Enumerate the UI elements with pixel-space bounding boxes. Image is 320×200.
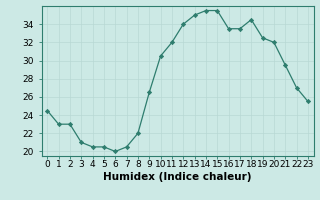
X-axis label: Humidex (Indice chaleur): Humidex (Indice chaleur) (103, 172, 252, 182)
